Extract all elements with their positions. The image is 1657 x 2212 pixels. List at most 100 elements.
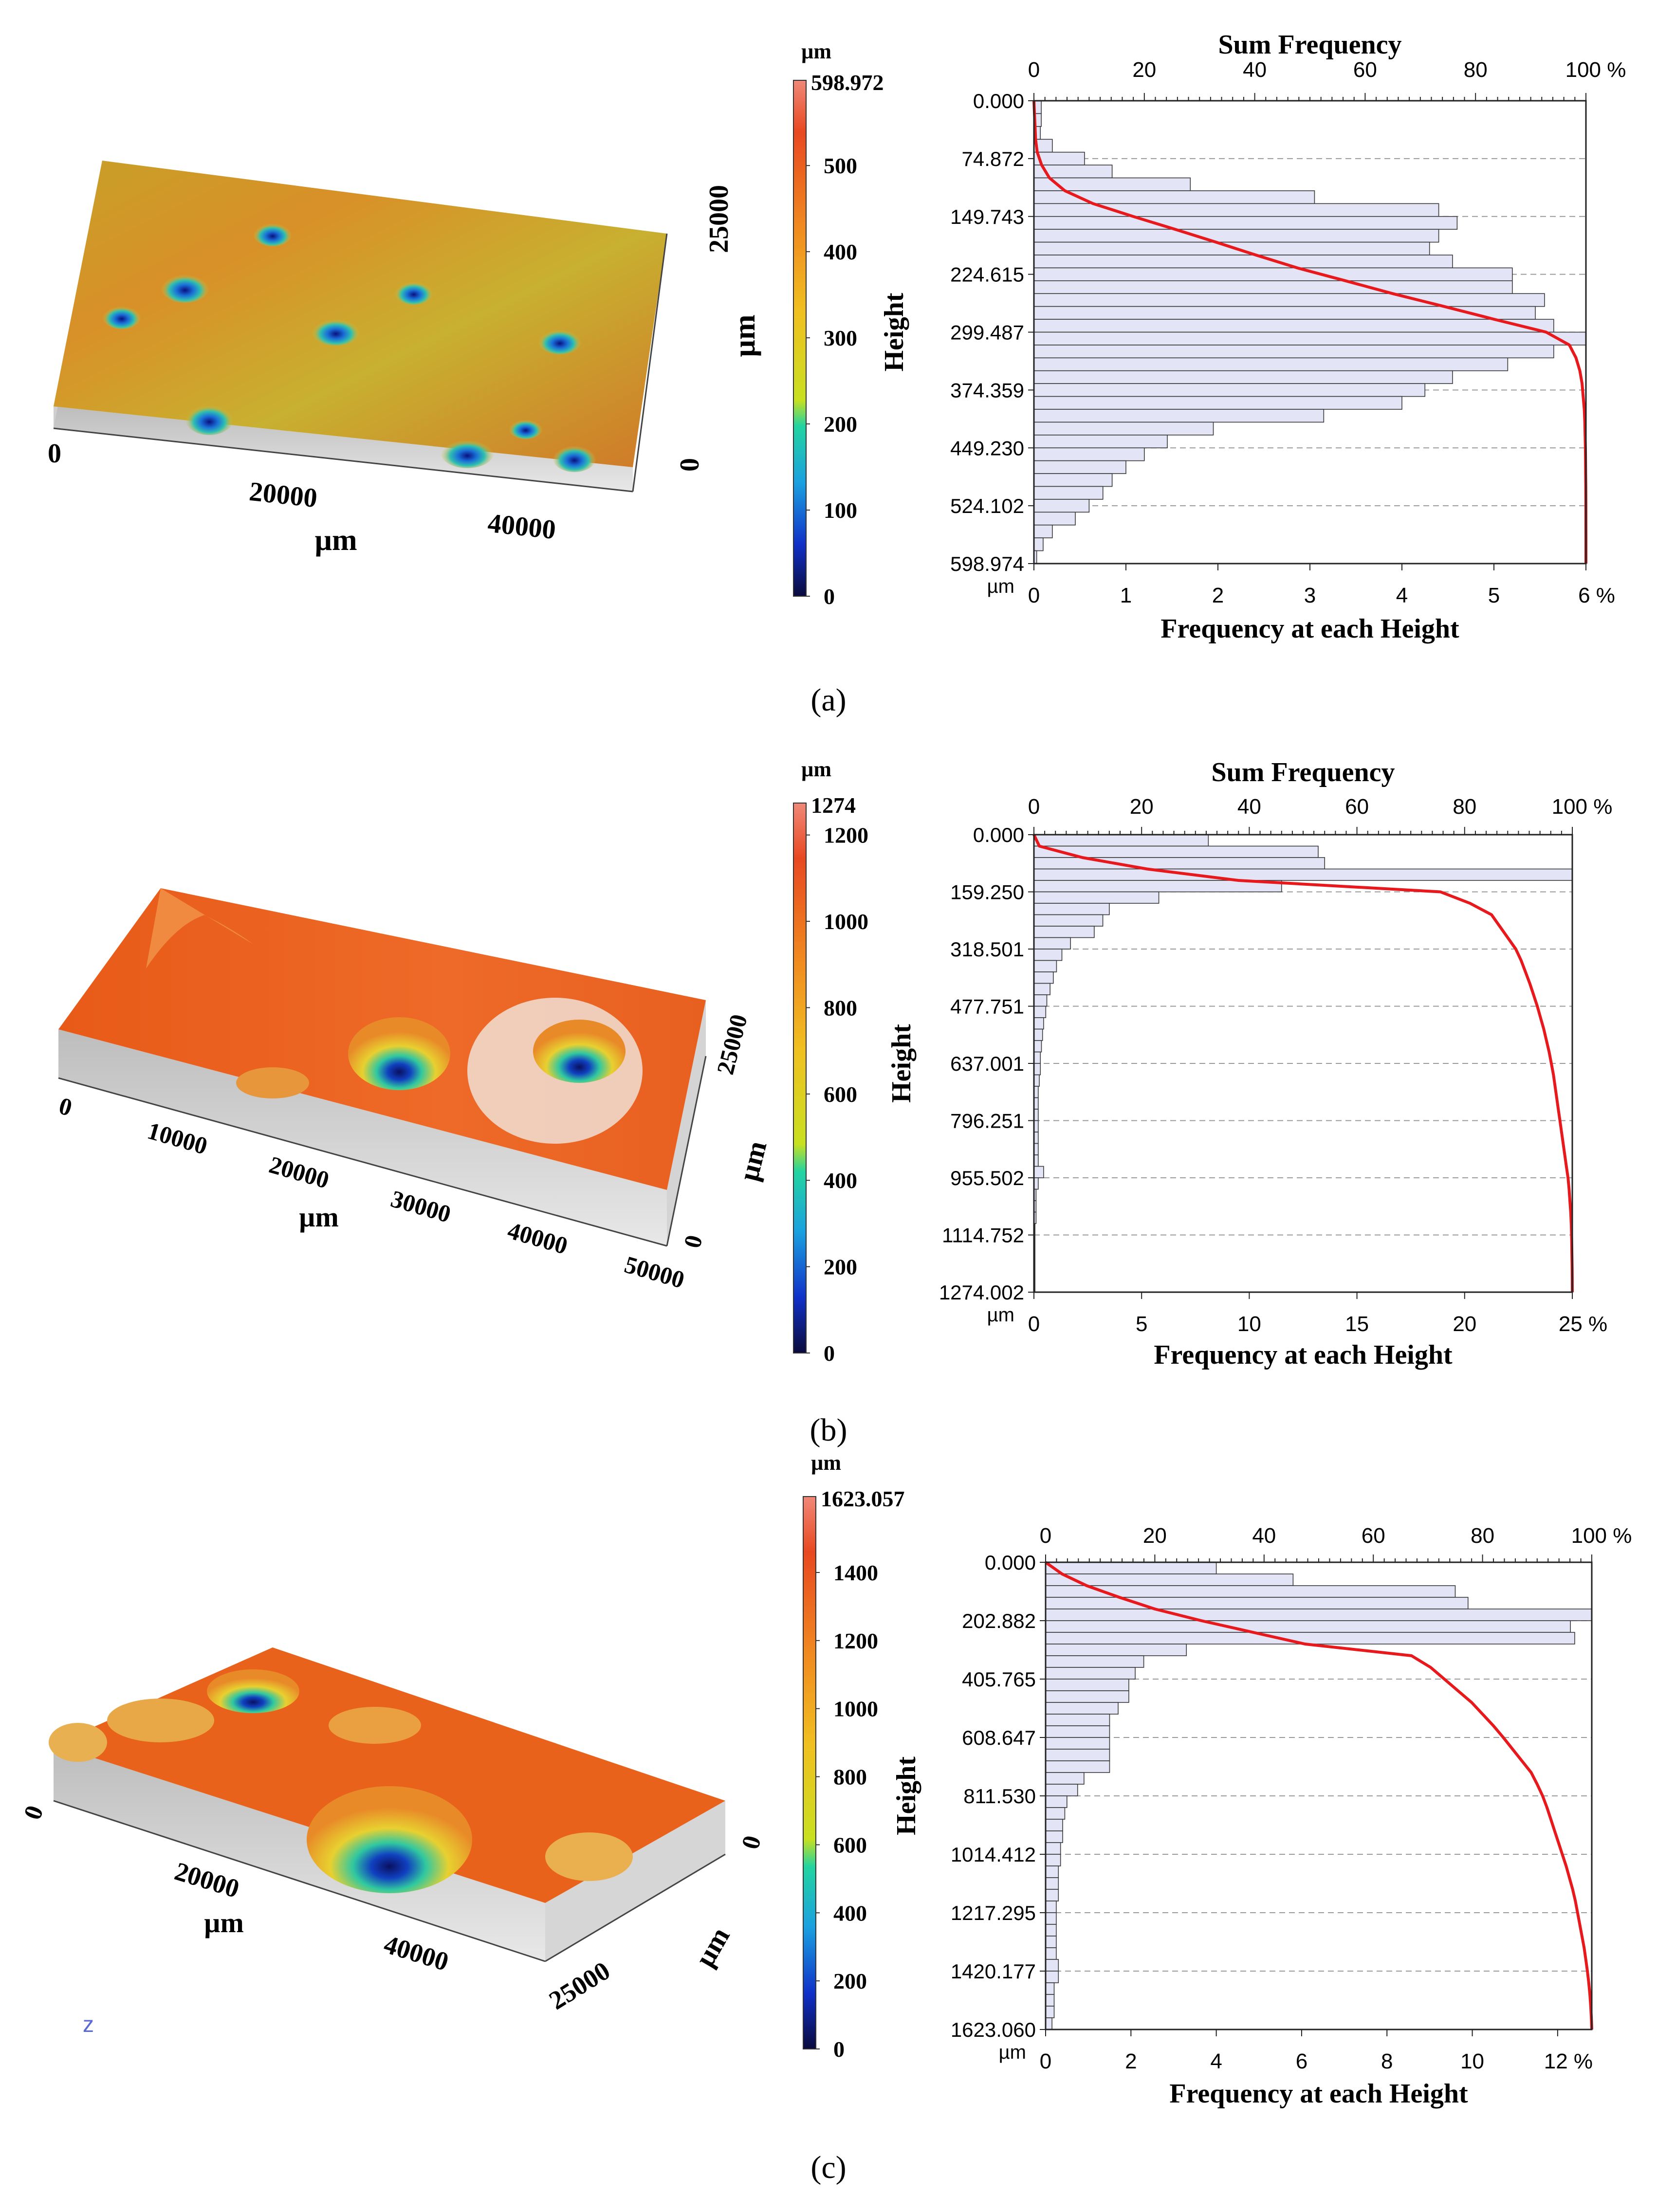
colorbar-tick-label: 200	[824, 1255, 857, 1280]
y-tick-label: 318.501	[950, 938, 1024, 961]
top-tick-label: 0	[1028, 58, 1040, 82]
histogram-bar	[1033, 499, 1090, 513]
y-axis-label: Height	[879, 292, 909, 371]
histogram-bar	[1033, 293, 1545, 307]
colorbar-c: µm 1623.057 1400 1200 1000 800 600 400 200 0	[803, 1451, 905, 2062]
surface-axis-x-a	[53, 427, 633, 493]
pit-a3	[312, 316, 360, 346]
surface-top-c	[54, 1647, 725, 1903]
top-tick-label: 40	[1252, 1524, 1276, 1548]
histogram-bar	[1045, 1620, 1571, 1633]
panel-label-c: (c)	[810, 2150, 846, 2185]
pit-a4	[394, 279, 433, 305]
histogram-bar	[1033, 983, 1050, 995]
histogram-bar	[1045, 1842, 1061, 1855]
top-tick-label: 80	[1453, 795, 1476, 819]
colorbar-max-label: 1274	[811, 793, 856, 818]
histogram-bar	[1045, 1644, 1187, 1656]
colorbar-tick-label: 600	[824, 1082, 857, 1107]
histogram-bar	[1045, 1865, 1059, 1878]
bottom-tick-label: 2	[1212, 584, 1224, 607]
y-tick-label: 637.001	[950, 1052, 1024, 1075]
top-tick-label: 100 %	[1571, 1524, 1632, 1548]
surface-a-xtick-0: 0	[48, 439, 61, 469]
histogram-bar	[1045, 1772, 1085, 1785]
surface-plot-c: 0 20000 40000 25000 µm 0 µm z	[18, 1647, 767, 2037]
surface-a-xtick-2: 40000	[486, 508, 557, 545]
pit-a9	[102, 304, 141, 329]
histogram-bar	[1045, 1889, 1059, 1901]
histogram-bar	[1045, 1667, 1136, 1680]
colorbar-max-label: 1623.057	[821, 1486, 905, 1511]
top-tick-label: 100 %	[1565, 58, 1626, 82]
histogram-bar	[1045, 1737, 1110, 1750]
top-tick-label: 60	[1345, 795, 1369, 819]
surface-axis-y-c	[545, 1853, 726, 1962]
histogram-c: 0 20 40 60 80 100 % 0 2 4 6 8 10 12 % 0.000 202.882 405…	[891, 1524, 1632, 2109]
histogram-bar	[1045, 1609, 1592, 1621]
panel-label-b: (b)	[810, 1412, 847, 1448]
surface-c-ytick-0: 0	[736, 1833, 767, 1852]
bottom-tick-label: 1	[1120, 584, 1132, 607]
y-unit-label: µm	[999, 2042, 1026, 2063]
histogram-bar	[1045, 1877, 1059, 1890]
y-tick-label: 608.647	[962, 1726, 1036, 1749]
histogram-bar	[1033, 524, 1053, 538]
top-tick-label: 0	[1028, 795, 1040, 819]
bottom-tick-label: 0	[1040, 2049, 1051, 2073]
bottom-tick-label: 6 %	[1578, 584, 1615, 607]
colorbar-tick-label: 800	[833, 1765, 867, 1790]
histogram-bar	[1033, 421, 1214, 436]
histogram-bar	[1045, 1690, 1129, 1703]
histogram-bar	[1033, 460, 1126, 474]
histogram-bar	[1045, 1959, 1059, 1972]
z-axis-label: z	[83, 2011, 94, 2037]
surface-top-a	[54, 161, 667, 467]
surface-side-b	[58, 1029, 667, 1246]
bottom-tick-label: 0	[1028, 1312, 1040, 1336]
pit-b3	[236, 1067, 309, 1098]
colorbar-gradient	[793, 80, 807, 597]
colorbar-tick-label: 200	[833, 1969, 867, 1993]
histogram-bar	[1045, 1912, 1057, 1925]
pit-c5	[545, 1832, 633, 1881]
y-tick-label: 202.882	[962, 1609, 1036, 1632]
top-tick-label: 60	[1353, 58, 1377, 82]
histogram-bar	[1033, 994, 1048, 1007]
histogram-bar	[1045, 1854, 1061, 1866]
surface-axis-x-b	[58, 1077, 667, 1247]
surface-a-ytick-1: 0	[675, 458, 705, 472]
x-axis-label: Frequency at each Height	[1154, 1340, 1453, 1370]
surface-b-xtick-1: 10000	[145, 1117, 211, 1160]
surface-side-c	[54, 1745, 545, 1961]
y-tick-label: 811.530	[963, 1785, 1036, 1808]
histogram-bar	[1033, 512, 1076, 526]
histogram-bar	[1045, 1830, 1063, 1843]
surface-axis-y-b	[666, 1056, 707, 1246]
top-tick-label: 40	[1237, 795, 1261, 819]
y-axis-label: Height	[886, 1024, 917, 1103]
y-tick-label: 477.751	[950, 995, 1024, 1018]
pit-a7	[552, 443, 596, 472]
surface-axis-x-c	[53, 1800, 546, 1962]
y-tick-label: 159.250	[950, 881, 1024, 904]
y-tick-label: 1014.412	[951, 1843, 1036, 1866]
histogram-bar	[1033, 971, 1054, 984]
top-tick-label: 40	[1243, 58, 1267, 82]
histogram-bar	[1033, 1028, 1043, 1041]
surface-a-xtick-1: 20000	[248, 476, 319, 513]
pit-a5	[185, 402, 234, 435]
bottom-tick-label: 5	[1136, 1312, 1147, 1336]
surface-axis-y-a	[632, 233, 668, 492]
top-tick-label: 20	[1130, 795, 1154, 819]
surface-c-yunit: µm	[689, 1922, 736, 1972]
y-unit-label: µm	[987, 1304, 1014, 1326]
bottom-tick-label: 8	[1381, 2049, 1393, 2073]
colorbar-gradient	[793, 803, 807, 1353]
surface-b-ytick-1: 0	[678, 1232, 707, 1251]
histogram-bar	[1045, 1795, 1068, 1808]
surface-b-xunit: µm	[299, 1201, 339, 1233]
colorbar-unit: µm	[801, 757, 831, 781]
histogram-bar	[1033, 267, 1513, 281]
pit-b2	[533, 1020, 626, 1083]
